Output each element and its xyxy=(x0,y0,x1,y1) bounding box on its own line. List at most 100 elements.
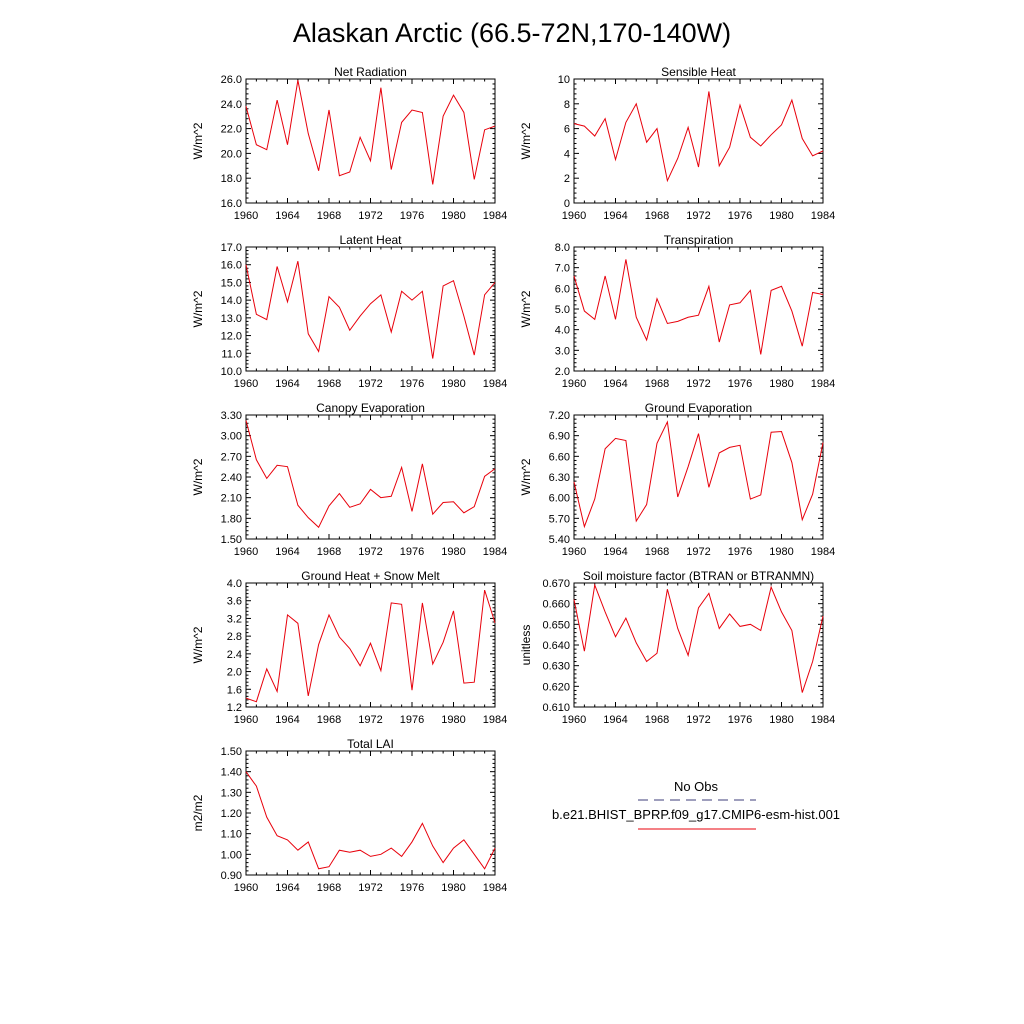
panel-3-ytick-label: 11.0 xyxy=(221,348,242,360)
panel-5-ytick-label: 2.70 xyxy=(221,451,242,463)
panel-1-xtick-label: 1980 xyxy=(441,210,465,222)
panel-1-ylabel: W/m^2 xyxy=(191,122,205,159)
panel-4-ytick-label: 5.0 xyxy=(555,304,570,316)
panel-2-frame xyxy=(573,78,824,204)
panel-9-ytick-label: 1.00 xyxy=(221,849,242,861)
panel-3-title: Latent Heat xyxy=(339,233,402,247)
panel-6-ylabel: W/m^2 xyxy=(519,458,533,495)
panel-6-ytick-label: 6.60 xyxy=(549,451,570,463)
panel-7: Ground Heat + Snow Melt W/m^2 1.2 1.6 2.0 2.4… xyxy=(191,569,507,726)
panel-7-ytick-label: 3.2 xyxy=(227,613,242,625)
panel-9-ytick-label: 1.20 xyxy=(221,808,242,820)
panel-3-xtick-label: 1968 xyxy=(317,378,341,390)
panel-1-series-line-1 xyxy=(245,80,496,185)
panel-3-ytick-label: 10.0 xyxy=(221,366,242,378)
panel-2-ylabel: W/m^2 xyxy=(519,122,533,159)
panel-2-ytick-label: 0 xyxy=(564,198,570,210)
panel-4-xtick-label: 1976 xyxy=(728,378,752,390)
panel-4-xtick-label: 1960 xyxy=(562,378,586,390)
panel-2-xtick-label: 1980 xyxy=(769,210,793,222)
panel-6-xtick-label: 1964 xyxy=(603,546,627,558)
panel-5-xtick-label: 1960 xyxy=(234,546,258,558)
panel-2-ytick-label: 4 xyxy=(564,148,570,160)
panel-5-xtick-label: 1972 xyxy=(358,546,382,558)
panel-4-frame xyxy=(573,246,824,372)
panel-7-xtick-label: 1984 xyxy=(483,714,507,726)
panel-7-ytick-label: 1.2 xyxy=(227,702,242,714)
panel-2-xtick-label: 1960 xyxy=(562,210,586,222)
legend-model-label: b.e21.BHIST_BPRP.f09_g17.CMIP6-esm-hist.… xyxy=(552,807,840,822)
panel-8-xtick-label: 1968 xyxy=(645,714,669,726)
panel-3-ytick-label: 14.0 xyxy=(221,295,242,307)
panel-6-xtick-label: 1976 xyxy=(728,546,752,558)
panel-7-ytick-label: 2.4 xyxy=(227,649,242,661)
panel-2-series-line-1 xyxy=(573,91,824,183)
panel-4-ylabel: W/m^2 xyxy=(519,290,533,327)
panel-4-title: Transpiration xyxy=(664,233,734,247)
panel-7-xtick-label: 1964 xyxy=(275,714,299,726)
panel-7-xtick-label: 1960 xyxy=(234,714,258,726)
panel-7-title: Ground Heat + Snow Melt xyxy=(301,569,440,583)
panel-3-xtick-label: 1964 xyxy=(275,378,299,390)
panel-9-xtick-label: 1964 xyxy=(275,882,299,894)
panel-9-xtick-label: 1968 xyxy=(317,882,341,894)
panel-7-ytick-label: 1.6 xyxy=(227,684,242,696)
panel-1-xtick-label: 1984 xyxy=(483,210,507,222)
panel-8-frame xyxy=(573,582,824,708)
panel-3-xtick-label: 1972 xyxy=(358,378,382,390)
panel-8-ytick-label: 0.610 xyxy=(542,702,570,714)
panel-5-series-line-1 xyxy=(245,420,496,529)
panel-8-ytick-label: 0.640 xyxy=(542,640,570,652)
panel-3-ylabel: W/m^2 xyxy=(191,290,205,327)
panel-1: Net Radiation W/m^2 16.0 18.0 20.0 22.0 24.0 26… xyxy=(191,65,507,222)
panel-2-xtick-label: 1972 xyxy=(686,210,710,222)
panel-8-series-line-1 xyxy=(573,583,824,693)
panel-3-ytick-label: 13.0 xyxy=(221,313,242,325)
panel-3-ytick-label: 15.0 xyxy=(221,277,242,289)
panel-6-xtick-label: 1980 xyxy=(769,546,793,558)
panel-4-ytick-label: 2.0 xyxy=(555,366,570,378)
panel-2-ytick-label: 8 xyxy=(564,99,570,111)
panel-4-xtick-label: 1972 xyxy=(686,378,710,390)
panel-9-xtick-label: 1972 xyxy=(358,882,382,894)
panel-9-xtick-label: 1984 xyxy=(483,882,507,894)
panel-8-ytick-label: 0.660 xyxy=(542,599,570,611)
panel-4-ytick-label: 6.0 xyxy=(555,283,570,295)
panel-9-xtick-label: 1976 xyxy=(400,882,424,894)
panel-6-xtick-label: 1968 xyxy=(645,546,669,558)
panel-4-series-line-1 xyxy=(573,259,824,355)
panel-6-xtick-label: 1972 xyxy=(686,546,710,558)
panel-4-ytick-label: 8.0 xyxy=(555,242,570,254)
panel-4-xtick-label: 1964 xyxy=(603,378,627,390)
panel-4-xtick-label: 1968 xyxy=(645,378,669,390)
panel-4-ytick-label: 4.0 xyxy=(555,325,570,337)
panel-3-xtick-label: 1976 xyxy=(400,378,424,390)
panel-3-xtick-label: 1984 xyxy=(483,378,507,390)
panel-7-ytick-label: 4.0 xyxy=(227,578,242,590)
panel-5-ytick-label: 1.50 xyxy=(221,534,242,546)
panel-4: Transpiration W/m^2 2.0 3.0 4.0 5.0 6.0 7.0 8.0 1… xyxy=(519,233,835,390)
panel-3-ytick-label: 17.0 xyxy=(221,242,242,254)
panel-1-xtick-label: 1964 xyxy=(275,210,299,222)
panel-1-xtick-label: 1976 xyxy=(400,210,424,222)
panel-5-frame xyxy=(245,414,496,540)
figure-title: Alaskan Arctic (66.5-72N,170-140W) xyxy=(293,18,731,48)
panel-4-xtick-label: 1980 xyxy=(769,378,793,390)
panel-3: Latent Heat W/m^2 10.0 11.0 12.0 13.0 14.0 15.0… xyxy=(191,233,507,390)
panel-3-xtick-label: 1980 xyxy=(441,378,465,390)
panel-8-xtick-label: 1960 xyxy=(562,714,586,726)
panel-6-ytick-label: 7.20 xyxy=(549,410,570,422)
panel-1-ytick-label: 18.0 xyxy=(221,173,242,185)
panel-5-xtick-label: 1984 xyxy=(483,546,507,558)
panel-9-xtick-label: 1960 xyxy=(234,882,258,894)
panel-8-xtick-label: 1964 xyxy=(603,714,627,726)
panel-1-ytick-label: 16.0 xyxy=(221,198,242,210)
panel-6-ytick-label: 5.40 xyxy=(549,534,570,546)
panel-9-ytick-label: 1.50 xyxy=(221,746,242,758)
panel-7-series-line-1 xyxy=(245,589,496,703)
panel-2-ytick-label: 6 xyxy=(564,124,570,136)
panel-6-ytick-label: 6.90 xyxy=(549,431,570,443)
panel-6-xtick-label: 1984 xyxy=(811,546,835,558)
panel-3-xtick-label: 1960 xyxy=(234,378,258,390)
legend-obs-label: No Obs xyxy=(674,779,719,794)
